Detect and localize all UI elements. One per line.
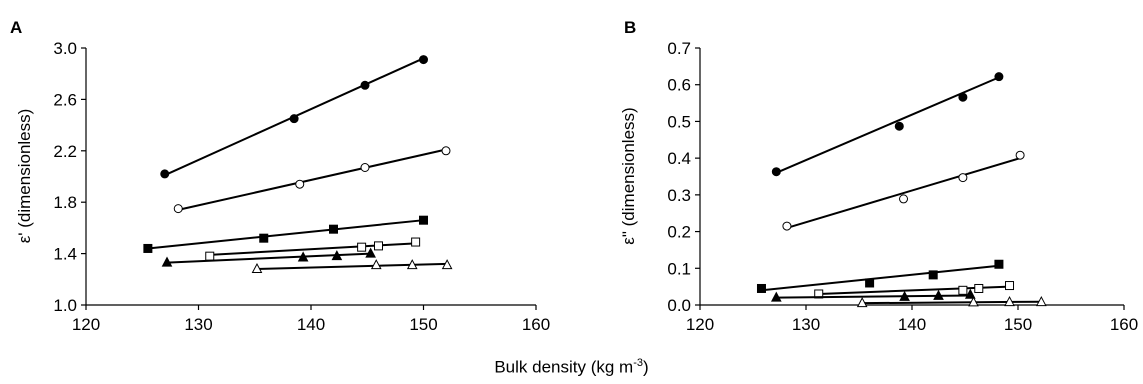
- x-tick-label-a: 120: [72, 315, 100, 334]
- x-tick-label-a: 140: [297, 315, 325, 334]
- data-point-filled-triangle: [297, 251, 309, 262]
- data-point-filled-circle: [289, 114, 299, 124]
- x-tick-label-b: 130: [792, 315, 820, 334]
- data-point-open-circle: [173, 204, 183, 214]
- x-axis-label: Bulk density (kg m-3): [0, 357, 1143, 378]
- data-point-open-triangle: [251, 262, 263, 274]
- panel-letter-a: A: [10, 18, 22, 37]
- data-point-filled-square: [756, 283, 766, 293]
- x-tick-label-b: 140: [898, 315, 926, 334]
- data-point-open-triangle: [406, 259, 418, 270]
- data-point-open-triangle: [968, 296, 979, 307]
- data-point-filled-triangle: [331, 250, 343, 261]
- plot-area-b: 0.0 0.1 0.2 0.3 0.4 0.5 0.6 0.7 120 130 140 150 160: [667, 39, 1138, 334]
- fit-line-open-triangle: [256, 262, 448, 271]
- panel-a: A ε' (dimensionless) 1.01.41.82.22.63.01…: [10, 18, 550, 334]
- data-point-open-triangle: [1035, 295, 1047, 307]
- data-point-open-circle: [958, 173, 968, 183]
- panel-letter-b: B: [624, 18, 636, 37]
- data-point-open-circle: [1015, 150, 1025, 160]
- data-point-filled-circle: [894, 121, 904, 131]
- y-tick-label-b: 0.3: [667, 186, 691, 205]
- data-point-filled-triangle: [933, 289, 944, 300]
- fit-line-filled-square: [761, 264, 1000, 292]
- plot-area-a: 1.0 1.4 1.8 2.2 2.6 3.0 120 130 140 150 160: [53, 39, 550, 334]
- data-point-open-circle: [899, 194, 909, 204]
- data-point-filled-square: [143, 243, 153, 253]
- data-point-open-square: [974, 283, 984, 293]
- data-point-open-circle: [782, 221, 792, 231]
- data-point-filled-triangle: [899, 290, 910, 301]
- data-point-open-triangle: [1004, 295, 1015, 307]
- y-tick-label-b: 0.4: [667, 149, 691, 168]
- y-tick-label-b: 0.1: [667, 259, 691, 278]
- y-tick-label-a: 1.4: [53, 245, 77, 264]
- data-point-open-square: [205, 251, 215, 261]
- data-point-open-triangle: [370, 259, 382, 270]
- fit-line-open-triangle: [862, 300, 1042, 305]
- x-tick-label-a: 160: [522, 315, 550, 334]
- data-point-filled-circle: [994, 72, 1004, 82]
- x-tick-label-b: 160: [1110, 315, 1138, 334]
- data-point-filled-triangle: [161, 256, 173, 267]
- data-point-filled-circle: [160, 169, 170, 179]
- y-tick-label-a: 2.6: [53, 90, 77, 109]
- x-axis-label-main: Bulk density (kg m: [494, 357, 634, 377]
- y-tick-label-b: 0.5: [667, 112, 691, 131]
- fit-line-open-circle: [178, 148, 447, 211]
- y-tick-label-a: 1.8: [53, 193, 77, 212]
- data-point-filled-square: [419, 215, 428, 225]
- x-axis-label-close: ): [643, 357, 649, 377]
- data-point-open-circle: [441, 146, 451, 156]
- x-tick-label-a: 130: [184, 315, 212, 334]
- data-point-open-square: [1005, 281, 1015, 291]
- fit-line-open-square: [209, 242, 416, 256]
- data-point-filled-square: [329, 224, 338, 234]
- data-point-open-triangle: [441, 259, 453, 270]
- y-tick-label-b: 0.0: [667, 296, 691, 315]
- x-axis-label-superscript: -3: [633, 357, 643, 369]
- y-axis-label-b: ε" (dimensionless): [619, 107, 638, 244]
- y-tick-label-a: 1.0: [53, 296, 77, 315]
- y-tick-label-b: 0.2: [667, 223, 691, 242]
- data-point-open-square: [958, 285, 968, 295]
- data-point-filled-circle: [958, 92, 968, 102]
- fit-line-filled-square: [147, 219, 424, 250]
- y-tick-label-a: 3.0: [53, 39, 77, 58]
- data-point-filled-circle: [419, 55, 428, 65]
- x-tick-label-b: 120: [686, 315, 714, 334]
- y-tick-label-a: 2.2: [53, 142, 77, 161]
- data-point-open-square: [374, 241, 383, 251]
- data-point-open-triangle: [856, 297, 868, 308]
- data-point-filled-square: [928, 270, 938, 280]
- data-point-open-circle: [295, 179, 305, 189]
- data-point-open-square: [411, 237, 421, 247]
- y-tick-label-b: 0.7: [667, 39, 691, 58]
- data-point-open-circle: [360, 163, 370, 173]
- data-point-filled-square: [259, 233, 269, 243]
- data-point-filled-circle: [771, 167, 781, 177]
- data-point-filled-triangle: [964, 288, 976, 299]
- fit-line-open-circle: [786, 157, 1021, 229]
- data-point-filled-circle: [360, 80, 370, 90]
- data-point-filled-triangle: [770, 291, 782, 302]
- data-point-open-square: [357, 242, 367, 252]
- y-tick-label-b: 0.6: [667, 76, 691, 95]
- x-tick-label-b: 150: [1004, 315, 1032, 334]
- fit-line-filled-circle: [775, 76, 1000, 174]
- x-tick-label-a: 150: [409, 315, 437, 334]
- data-point-filled-triangle: [365, 247, 376, 258]
- panel-b: B ε" (dimensionless) 0.00.10.20.30.40.50…: [619, 18, 1138, 334]
- data-point-filled-square: [865, 278, 875, 288]
- data-point-filled-square: [994, 259, 1004, 269]
- y-axis-label-a: ε' (dimensionless): [15, 109, 34, 244]
